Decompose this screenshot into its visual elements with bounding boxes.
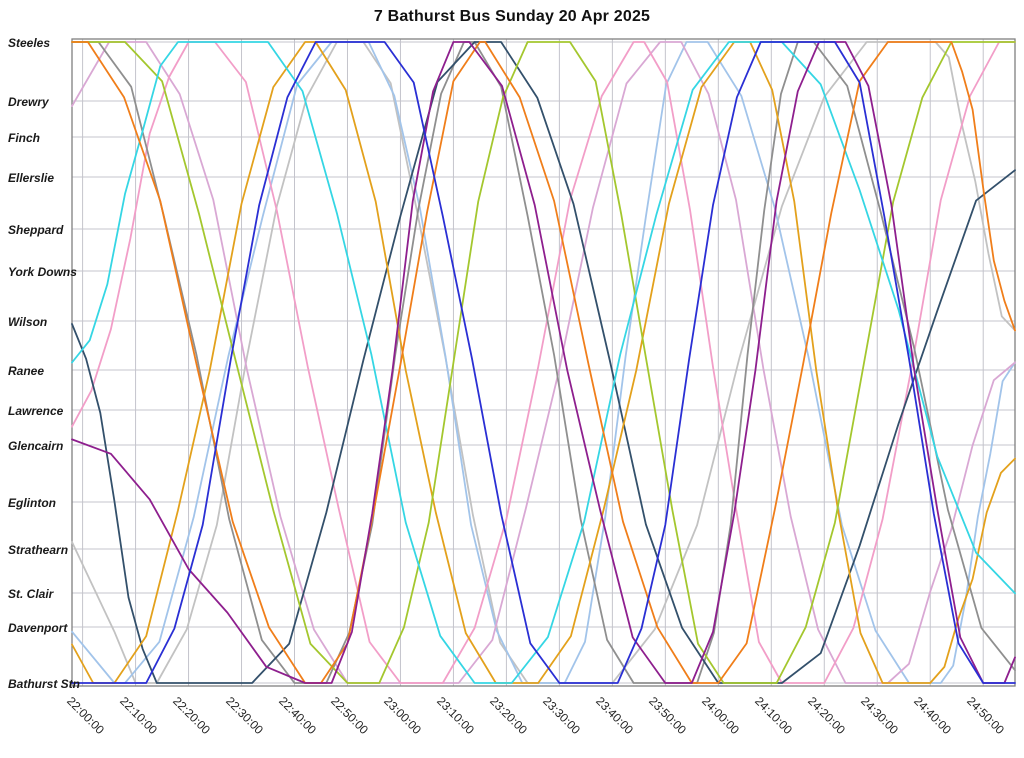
stop-label-eglinton: Eglinton bbox=[8, 496, 56, 511]
stop-label-sheppard: Sheppard bbox=[8, 223, 64, 238]
stop-label-st-clair: St. Clair bbox=[8, 586, 54, 601]
plot-border bbox=[71, 38, 1016, 687]
chart-title: 7 Bathurst Bus Sunday 20 Apr 2025 bbox=[373, 8, 651, 25]
trip-line-bus-purple bbox=[71, 41, 1016, 684]
grid-lines bbox=[72, 39, 1015, 686]
trip-line-bus-olive bbox=[71, 41, 1016, 684]
trip-line-bus-plum bbox=[71, 41, 1016, 684]
trip-line-bus-darkslate bbox=[71, 41, 1016, 684]
trip-line-bus-pink bbox=[71, 41, 1016, 684]
stop-label-drewry: Drewry bbox=[8, 94, 49, 109]
trip-line-bus-blue bbox=[71, 41, 1016, 684]
stop-label-york-downs: York Downs bbox=[8, 264, 77, 279]
stop-label-steeles: Steeles bbox=[8, 36, 51, 50]
stop-label-finch: Finch bbox=[8, 130, 40, 145]
stop-label-wilson: Wilson bbox=[8, 315, 48, 330]
trip-line-bus-silver bbox=[71, 41, 1016, 684]
stop-label-davenport: Davenport bbox=[8, 621, 68, 636]
stop-label-lawrence: Lawrence bbox=[8, 403, 64, 418]
stop-label-bathurst-stn: Bathurst Stn bbox=[8, 677, 80, 691]
trip-line-bus-orange bbox=[71, 41, 1016, 684]
stop-label-ranee: Ranee bbox=[8, 364, 45, 379]
stop-label-ellerslie: Ellerslie bbox=[8, 171, 55, 186]
stop-label-strathearn: Strathearn bbox=[8, 543, 69, 558]
trip-line-bus-amber bbox=[71, 41, 1016, 684]
trip-line-bus-cyan bbox=[71, 41, 1016, 684]
stop-label-glencairn: Glencairn bbox=[8, 438, 64, 453]
trip-line-bus-lightblue bbox=[71, 41, 1016, 684]
trip-line-bus-gray bbox=[71, 41, 1016, 684]
